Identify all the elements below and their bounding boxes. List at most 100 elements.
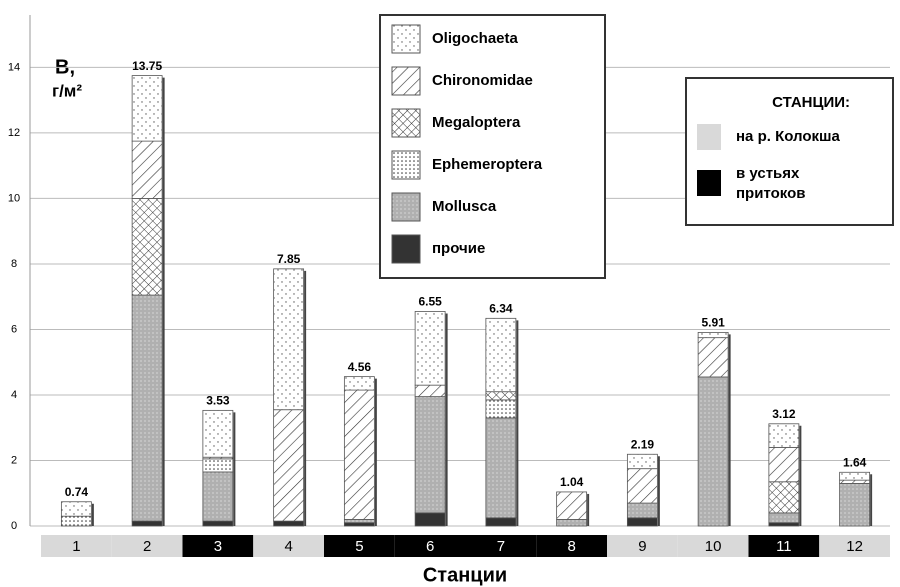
- bar-segment: [414, 512, 446, 527]
- y-tick-label: 12: [8, 127, 20, 139]
- bar-segment: [202, 409, 234, 458]
- legend-label: Mollusca: [432, 198, 497, 215]
- station-swatch: [697, 124, 721, 150]
- total-label: 1.04: [560, 475, 584, 489]
- legend-swatch: [391, 192, 421, 222]
- y-label: г/м²: [52, 81, 82, 100]
- bar-segment: [485, 517, 517, 527]
- station-legend-title: СТАНЦИИ:: [772, 94, 850, 111]
- bar-segment: [768, 512, 800, 524]
- station-label: в устьях притоков: [736, 165, 805, 202]
- total-label: 4.56: [348, 360, 372, 374]
- legend-label: Chironomidae: [432, 72, 533, 89]
- station-band: [41, 535, 112, 557]
- station-band: [111, 535, 183, 557]
- x-tick-label: 3: [214, 538, 222, 555]
- y-tick-label: 6: [11, 323, 17, 335]
- station-legend-box: [685, 77, 894, 226]
- x-tick-label: 10: [705, 538, 722, 555]
- bar-segment: [768, 522, 800, 527]
- bar-segment: [485, 399, 517, 419]
- y-tick-label: 8: [11, 258, 17, 270]
- station-band: [607, 535, 678, 557]
- x-tick-label: 9: [638, 538, 646, 555]
- bar-segment: [626, 517, 658, 527]
- station-band: [677, 535, 749, 557]
- legend-swatch: [391, 66, 421, 96]
- x-tick-label: 6: [426, 538, 434, 555]
- bar-segment: [839, 471, 871, 481]
- x-tick-label: 8: [567, 538, 575, 555]
- total-label: 6.55: [418, 295, 442, 309]
- legend-label: Ephemeroptera: [432, 156, 543, 173]
- bar-segment: [768, 446, 800, 483]
- bar-segment: [556, 519, 588, 527]
- bar-segment: [60, 515, 92, 527]
- total-label: 6.34: [489, 301, 513, 315]
- total-label: 2.19: [631, 437, 655, 451]
- bar-segment: [697, 376, 729, 527]
- station-band: [819, 535, 890, 557]
- legend-box: [379, 14, 606, 279]
- total-label: 0.74: [65, 485, 89, 499]
- bar-segment: [485, 391, 517, 401]
- y-tick-label: 14: [8, 61, 20, 73]
- bar-segment: [273, 409, 305, 522]
- bar-segment: [626, 468, 658, 504]
- bar-segment: [343, 376, 375, 391]
- bar-segment: [60, 501, 92, 517]
- legend-label: прочие: [432, 240, 485, 257]
- bar-segment: [131, 140, 163, 199]
- y-tick-label: 2: [11, 454, 17, 466]
- total-label: 3.53: [206, 394, 230, 408]
- bar-segment: [414, 311, 446, 386]
- bar-segment: [697, 332, 729, 339]
- bar-segment: [556, 491, 588, 520]
- station-swatch: [697, 170, 721, 196]
- x-label: Станции: [423, 564, 507, 586]
- bar-segment: [343, 519, 375, 524]
- legend-swatch: [391, 24, 421, 54]
- bar-segment: [343, 389, 375, 520]
- station-band: [324, 535, 395, 557]
- bar-segment: [131, 198, 163, 296]
- bar-segment: [768, 423, 800, 448]
- bar-segment: [697, 337, 729, 378]
- bar-segment: [485, 417, 517, 519]
- bar-segment: [131, 294, 163, 522]
- total-label: 3.12: [772, 407, 796, 421]
- legend-label: Oligochaeta: [432, 30, 519, 47]
- total-label: 1.64: [843, 455, 867, 469]
- x-tick-label: 4: [284, 538, 292, 555]
- x-tick-label: 7: [497, 538, 505, 555]
- bar-segment: [273, 268, 305, 411]
- bar-segment: [414, 384, 446, 398]
- total-label: 7.85: [277, 252, 301, 266]
- bar-segment: [131, 520, 163, 527]
- bar-segment: [202, 458, 234, 473]
- legend-swatch: [391, 234, 421, 264]
- bar-segment: [626, 453, 658, 470]
- bar-segment: [485, 317, 517, 393]
- station-label: на р. Колокша: [736, 128, 841, 145]
- bar-segment: [414, 396, 446, 514]
- x-tick-label: 12: [846, 538, 863, 555]
- bar-segment: [768, 481, 800, 514]
- bar-segment: [131, 75, 163, 142]
- station-band: [182, 535, 254, 557]
- legend-label: Megaloptera: [432, 114, 521, 131]
- station-band: [253, 535, 324, 557]
- total-label: 13.75: [132, 59, 162, 73]
- bar-segment: [202, 471, 234, 522]
- x-tick-label: 1: [72, 538, 80, 555]
- bar-segment: [273, 520, 305, 527]
- total-label: 5.91: [701, 316, 725, 330]
- station-band: [536, 535, 607, 557]
- legend-swatch: [391, 150, 421, 180]
- bar-segment: [626, 502, 658, 519]
- bar-segment: [839, 479, 871, 484]
- legend-swatch: [391, 108, 421, 138]
- y-tick-label: 4: [11, 389, 17, 401]
- station-band: [465, 535, 537, 557]
